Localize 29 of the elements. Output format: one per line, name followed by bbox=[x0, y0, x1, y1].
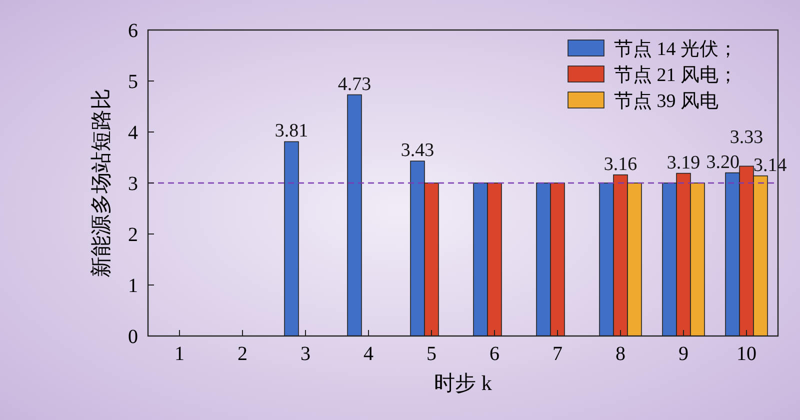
legend-label: 节点 14 光伏； bbox=[614, 39, 738, 60]
y-tick-label: 4 bbox=[128, 122, 138, 144]
data-label: 3.20 bbox=[706, 152, 740, 173]
legend-label: 节点 39 风电 bbox=[614, 91, 718, 112]
y-tick-label: 1 bbox=[128, 275, 138, 297]
y-tick-label: 6 bbox=[128, 20, 138, 42]
x-tick-label: 9 bbox=[678, 343, 688, 365]
x-tick-label: 7 bbox=[552, 343, 562, 365]
x-tick-label: 2 bbox=[238, 343, 248, 365]
data-label: 3.43 bbox=[400, 140, 434, 162]
x-tick-label: 6 bbox=[490, 343, 500, 365]
x-tick-label: 1 bbox=[174, 343, 184, 365]
y-axis-title: 新能源多场站短路比 bbox=[89, 88, 113, 278]
x-tick-label: 10 bbox=[736, 343, 756, 365]
data-label: 3.81 bbox=[274, 120, 308, 142]
legend-label: 节点 21 风电； bbox=[614, 65, 738, 86]
x-tick-label: 5 bbox=[426, 343, 436, 365]
x-tick-label: 4 bbox=[364, 343, 374, 365]
data-label: 4.73 bbox=[338, 74, 372, 95]
y-tick-label: 5 bbox=[128, 71, 138, 93]
data-label: 3.33 bbox=[730, 127, 764, 148]
y-tick-label: 3 bbox=[128, 173, 138, 195]
data-label: 3.19 bbox=[666, 152, 700, 174]
y-tick-label: 0 bbox=[128, 326, 138, 348]
x-tick-label: 8 bbox=[616, 343, 626, 365]
x-tick-label: 3 bbox=[300, 343, 310, 365]
y-tick-label: 2 bbox=[128, 224, 138, 246]
x-axis-title: 时步 k bbox=[434, 371, 492, 395]
data-label: 3.16 bbox=[604, 154, 638, 175]
